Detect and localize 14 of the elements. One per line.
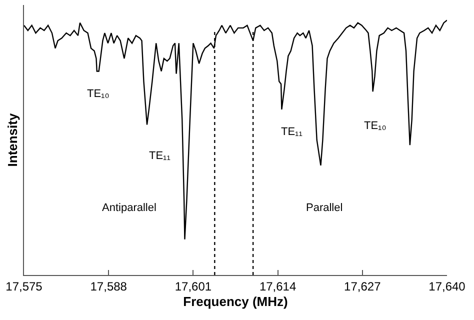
x-tick-label: 17,614 [259,279,296,294]
annotation: TE₁₁ [281,126,303,138]
x-tick-label: 17,575 [6,279,43,294]
annotation: TE₁₀ [364,120,386,132]
annotation: TE₁₀ [87,88,110,100]
x-axis-title: Frequency (MHz) [183,294,288,309]
x-tick-label: 17,601 [174,279,212,294]
y-axis-title: Intensity [4,112,20,167]
annotation: TE₁₁ [149,150,171,162]
x-tick-label: 17,640 [428,279,466,294]
annotation: Parallel [306,202,343,214]
annotation: Antiparallel [102,202,156,214]
x-tick-label: 17,588 [90,279,128,294]
x-tick-label: 17,627 [344,279,382,294]
